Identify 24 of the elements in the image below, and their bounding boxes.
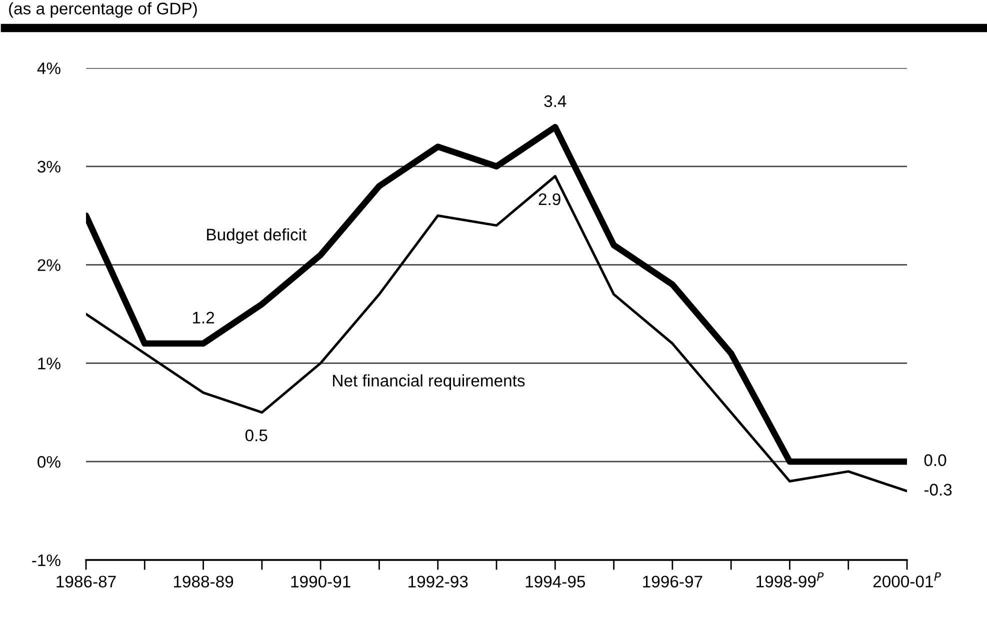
y-tick-label: 4% xyxy=(37,62,60,74)
y-tick-label: 3% xyxy=(38,160,60,173)
line-series xyxy=(86,174,907,492)
x-tick-label: 1986-87 xyxy=(56,576,116,588)
x-tick-label: 2000-01$^{P}$ xyxy=(873,572,941,588)
data-label: 2.9 xyxy=(538,193,560,206)
series-label: Budget deficit xyxy=(207,228,307,244)
x-tick-label: 1988-89 xyxy=(174,576,234,588)
x-tick-label: 1994-95 xyxy=(526,576,586,588)
data-label: 0.0 xyxy=(924,454,946,466)
chart-subtitle: (as a percentage of GDP) xyxy=(9,2,197,18)
x-tick-label: 1992-93 xyxy=(408,576,468,588)
data-label: 3.4 xyxy=(544,95,566,108)
y-tick-label: -1% xyxy=(32,554,60,566)
y-tick-label: 2% xyxy=(38,259,60,271)
data-label: -0.3 xyxy=(924,484,952,496)
y-tick-label: 1% xyxy=(38,358,60,370)
data-label: 0.5 xyxy=(245,430,268,442)
x-tick-label: 1996-97 xyxy=(643,576,702,588)
series-label: Net financial requirements xyxy=(333,374,525,390)
data-label: 1.2 xyxy=(192,312,214,324)
x-tick-label: 1998-99$^{P}$ xyxy=(756,572,824,588)
y-tick-label: 0% xyxy=(38,456,60,468)
x-tick-label: 1990-91 xyxy=(291,576,350,588)
